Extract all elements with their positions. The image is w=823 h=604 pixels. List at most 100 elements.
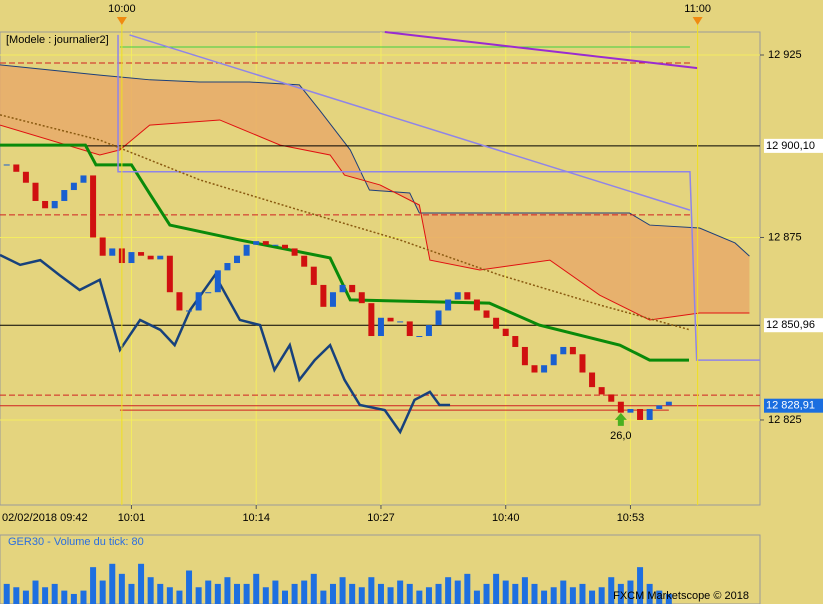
- price-tag-label: 12 900,10: [766, 140, 815, 152]
- plot: 26,0: [0, 31, 760, 505]
- candle: [61, 190, 68, 201]
- volume-bar: [656, 590, 663, 604]
- volume-bar: [541, 590, 548, 604]
- candle: [3, 164, 10, 166]
- session-marker: [116, 17, 127, 25]
- volume-bar: [550, 587, 557, 604]
- candle: [425, 325, 432, 337]
- candle: [214, 270, 221, 293]
- volume-bar: [51, 583, 58, 604]
- candle: [617, 401, 624, 413]
- volume-bar: [282, 590, 288, 604]
- candle: [550, 354, 557, 366]
- candle: [205, 292, 212, 294]
- x-tick-label: 10:27: [367, 512, 395, 524]
- candle: [464, 292, 471, 300]
- volume-bar: [195, 587, 202, 604]
- candle: [253, 241, 260, 245]
- y-tick-label: 12 825: [768, 414, 802, 426]
- session-label: 10:00: [108, 3, 136, 15]
- y-tick-label: 12 925: [768, 49, 802, 61]
- candle: [656, 405, 663, 410]
- volume-bar: [147, 577, 154, 604]
- indicator-line: [0, 114, 691, 331]
- volume-bar: [512, 583, 519, 604]
- candle: [166, 255, 173, 293]
- cloud-lower: [0, 119, 750, 321]
- candle: [598, 387, 605, 395]
- volume-bar: [502, 580, 509, 604]
- candle: [22, 171, 29, 183]
- volume-bar: [406, 583, 413, 604]
- candle: [301, 255, 308, 267]
- volume-bar: [109, 563, 116, 604]
- candle: [579, 354, 586, 373]
- x-tick-label: 10:53: [617, 512, 645, 524]
- candle: [42, 200, 49, 209]
- candle: [186, 310, 193, 312]
- candle: [109, 248, 116, 256]
- volume-bar: [176, 590, 183, 604]
- volume-bar: [329, 583, 336, 604]
- candle: [80, 175, 87, 183]
- x-tick-label: 10:01: [118, 512, 146, 524]
- candle: [483, 310, 490, 318]
- cloud-fill: [0, 64, 750, 320]
- candle: [445, 299, 452, 311]
- volume-bar: [22, 590, 29, 604]
- volume-bar: [205, 580, 212, 604]
- candle: [128, 252, 135, 264]
- volume-bar: [80, 590, 87, 604]
- volume-bar: [598, 587, 605, 604]
- candle: [310, 266, 317, 285]
- volume-bar: [262, 587, 269, 604]
- y-tick-label: 12 875: [768, 231, 802, 243]
- candle: [521, 346, 528, 366]
- volume-title: GER30 - Volume du tick: 80: [8, 536, 144, 548]
- volume-bar: [560, 580, 567, 604]
- volume-bar: [483, 583, 490, 604]
- volume-bar: [138, 563, 145, 604]
- volume-bar: [387, 587, 394, 604]
- volume-bar: [646, 583, 653, 604]
- candle: [195, 292, 202, 311]
- price-tag: [764, 318, 823, 333]
- volume-bar: [358, 587, 365, 604]
- volume-bar: [473, 590, 480, 604]
- volume-bar: [608, 577, 615, 604]
- candle: [358, 292, 365, 304]
- candle: [32, 182, 39, 201]
- candle: [646, 409, 653, 420]
- volume-bar: [13, 587, 20, 604]
- candle: [637, 409, 644, 420]
- candle: [627, 409, 634, 413]
- candle: [291, 248, 298, 256]
- candle: [262, 241, 269, 245]
- cloud-upper: [0, 64, 750, 257]
- volume-bar: [70, 593, 77, 604]
- volume-bar: [531, 583, 538, 604]
- price-tag: [764, 138, 823, 153]
- volume-bar: [493, 573, 500, 604]
- volume-bar: [454, 580, 461, 604]
- volume-bar: [665, 593, 672, 604]
- volume-bar: [617, 583, 624, 604]
- date-label: 02/02/2018 09:42: [2, 512, 88, 524]
- candle: [377, 317, 384, 337]
- volume-bar: [214, 583, 221, 604]
- candle: [435, 310, 442, 326]
- candle: [99, 237, 106, 256]
- volume-bar: [579, 583, 586, 604]
- candle: [368, 303, 375, 337]
- candle: [90, 175, 97, 238]
- volume-bar: [589, 590, 596, 604]
- candle: [665, 401, 672, 406]
- candle: [243, 244, 250, 256]
- candle: [272, 244, 279, 246]
- price-tag-label: 12 850,96: [766, 319, 815, 331]
- volume-bar: [186, 570, 193, 604]
- volume-bar: [368, 577, 375, 604]
- candle: [138, 252, 145, 256]
- candle: [387, 317, 394, 322]
- volume-bar: [42, 587, 49, 604]
